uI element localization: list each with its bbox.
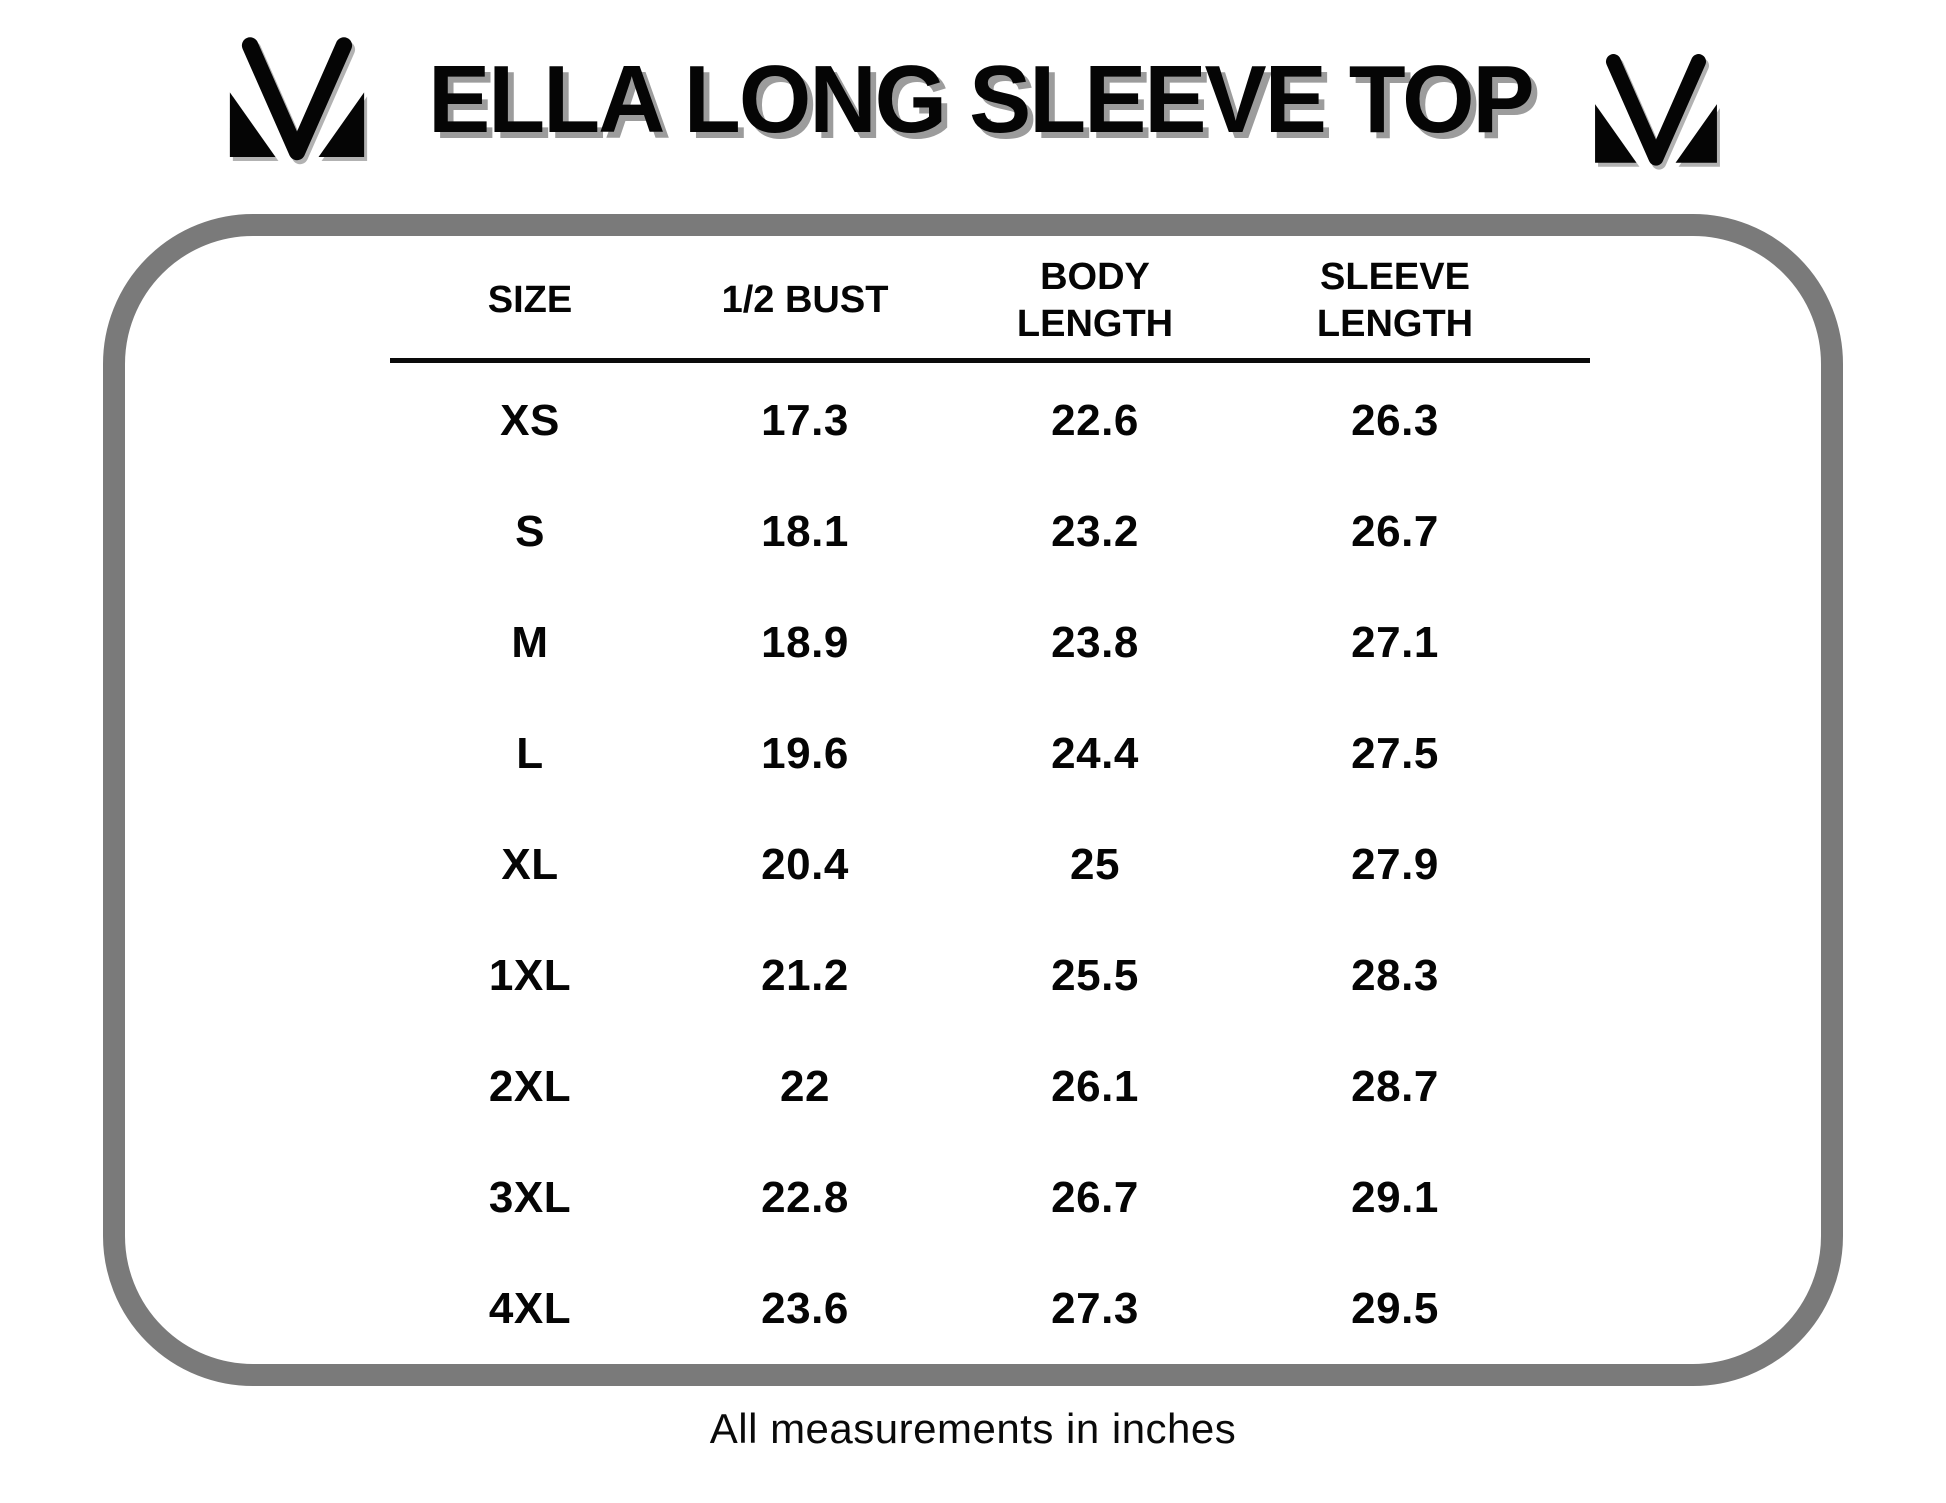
- measurement-cell: 28.3: [1351, 950, 1439, 1000]
- measurement-cell: 22.8: [761, 1172, 849, 1222]
- column-header-size: SIZE: [487, 279, 573, 322]
- measurement-cell: 29.5: [1351, 1283, 1439, 1333]
- brand-m-logo-icon: [229, 36, 364, 160]
- measurement-cell: 18.9: [761, 617, 849, 667]
- measurement-cell: 19.6: [761, 728, 849, 778]
- size-cell: 3XL: [488, 1172, 572, 1222]
- measurement-cell: 27.3: [1051, 1283, 1139, 1333]
- measurement-cell: 27.1: [1351, 617, 1439, 667]
- measurement-cell: 23.6: [761, 1283, 849, 1333]
- header-divider-line: [390, 358, 1590, 363]
- measurement-cell: 22: [780, 1061, 830, 1111]
- brand-m-logo-icon: [1595, 53, 1718, 166]
- measurement-cell: 28.7: [1351, 1061, 1439, 1111]
- column-header-sleeve-length: SLEEVE LENGTH: [1316, 255, 1474, 346]
- measurement-cell: 20.4: [761, 839, 849, 889]
- header: ELLA LONG SLEEVE TOP: [0, 12, 1946, 187]
- measurement-cell: 26.3: [1351, 395, 1439, 445]
- measurement-cell: 23.2: [1051, 506, 1139, 556]
- size-cell: XS: [500, 395, 560, 445]
- measurement-cell: 26.1: [1051, 1061, 1139, 1111]
- size-cell: XL: [501, 839, 559, 889]
- size-table-header: SIZE 1/2 BUST BODY LENGTH SLEEVE LENGTH: [390, 246, 1590, 356]
- page-title: ELLA LONG SLEEVE TOP: [427, 45, 1535, 153]
- measurement-cell: 25: [1070, 839, 1120, 889]
- measurement-cell: 23.8: [1051, 617, 1139, 667]
- measurement-cell: 27.9: [1351, 839, 1439, 889]
- size-cell: S: [515, 506, 545, 556]
- size-table: SIZE 1/2 BUST BODY LENGTH SLEEVE LENGTH …: [390, 246, 1590, 1364]
- measurement-cell: 26.7: [1051, 1172, 1139, 1222]
- column-header-body-length: BODY LENGTH: [1016, 255, 1174, 346]
- size-cell: M: [511, 617, 549, 667]
- measurement-cell: 21.2: [761, 950, 849, 1000]
- size-table-body: XS 17.3 22.6 26.3 S 18.1 23.2 26.7 M 18.9 23.8 27.1…: [390, 365, 1590, 1364]
- measurement-cell: 24.4: [1051, 728, 1139, 778]
- size-cell: 1XL: [488, 950, 572, 1000]
- size-cell: L: [516, 728, 544, 778]
- chart-frame: [103, 214, 1843, 1386]
- measurement-cell: 27.5: [1351, 728, 1439, 778]
- measurement-cell: 18.1: [761, 506, 849, 556]
- measurement-cell: 17.3: [761, 395, 849, 445]
- footnote: All measurements in inches: [709, 1405, 1237, 1452]
- size-cell: 4XL: [488, 1283, 572, 1333]
- column-header-half-bust: 1/2 BUST: [721, 279, 889, 322]
- measurement-cell: 22.6: [1051, 395, 1139, 445]
- measurement-cell: 26.7: [1351, 506, 1439, 556]
- measurement-cell: 25.5: [1051, 950, 1139, 1000]
- measurement-cell: 29.1: [1351, 1172, 1439, 1222]
- size-cell: 2XL: [488, 1061, 572, 1111]
